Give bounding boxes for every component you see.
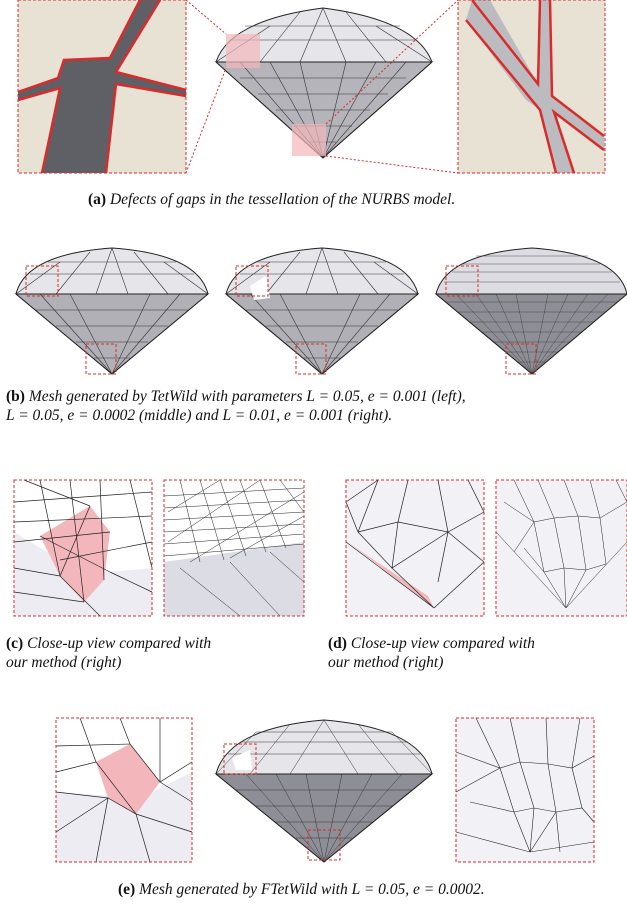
zoom-left-gap-detail: [17, 0, 187, 174]
closeup-ftetwild-left: [55, 717, 193, 863]
figure-a-svg: [17, 0, 606, 174]
caption-d: (d) Close-up view compared with our meth…: [328, 634, 535, 672]
caption-b: (b) Mesh generated by TetWild with param…: [6, 387, 466, 425]
closeup-ftetwild-right: [455, 717, 595, 863]
diamond-tetwild-right: [434, 247, 627, 375]
caption-a: (a) Defects of gaps in the tessellation …: [88, 190, 455, 209]
figure-c-svg: [13, 479, 305, 617]
caption-a-label: (a): [88, 191, 107, 208]
caption-e: (e) Mesh generated by FTetWild with L = …: [118, 880, 485, 899]
caption-b-line2: L = 0.05, e = 0.0002 (middle) and L = 0.…: [6, 407, 393, 424]
figure-e-svg: [55, 717, 595, 863]
panel-d: [338, 472, 627, 622]
closeup-ours-d: [495, 479, 627, 617]
caption-c-line1: Close-up view compared with: [27, 635, 212, 652]
diamond-tetwild-middle: [224, 247, 420, 375]
zoom-right-branch-detail: [457, 0, 606, 174]
figure-d-svg: [345, 479, 627, 617]
caption-c-line2: our method (right): [6, 654, 122, 671]
panel-c: [0, 472, 310, 622]
panel-e: [0, 712, 627, 872]
caption-d-label: (d): [328, 635, 347, 652]
caption-e-label: (e): [118, 881, 136, 898]
diamond-tetwild-left: [14, 247, 210, 375]
caption-e-text: Mesh generated by FTetWild with L = 0.05…: [139, 881, 485, 898]
caption-c: (c) Close-up view compared with our meth…: [6, 634, 211, 672]
caption-d-line2: our method (right): [328, 654, 444, 671]
figure-b-svg: [14, 247, 627, 375]
closeup-tetwild-d: [345, 479, 485, 617]
caption-d-line1: Close-up view compared with: [350, 635, 535, 652]
diamond-ftetwild: [214, 719, 434, 863]
caption-b-line1: Mesh generated by TetWild with parameter…: [28, 388, 466, 405]
diamond-model-a: [185, 0, 459, 174]
panel-b: [0, 240, 627, 380]
panel-a: [0, 0, 627, 185]
caption-b-label: (b): [6, 388, 25, 405]
closeup-ours-c: [163, 479, 305, 617]
closeup-tetwild-c: [13, 479, 153, 617]
caption-c-label: (c): [6, 635, 24, 652]
caption-a-text: Defects of gaps in the tessellation of t…: [109, 191, 456, 208]
